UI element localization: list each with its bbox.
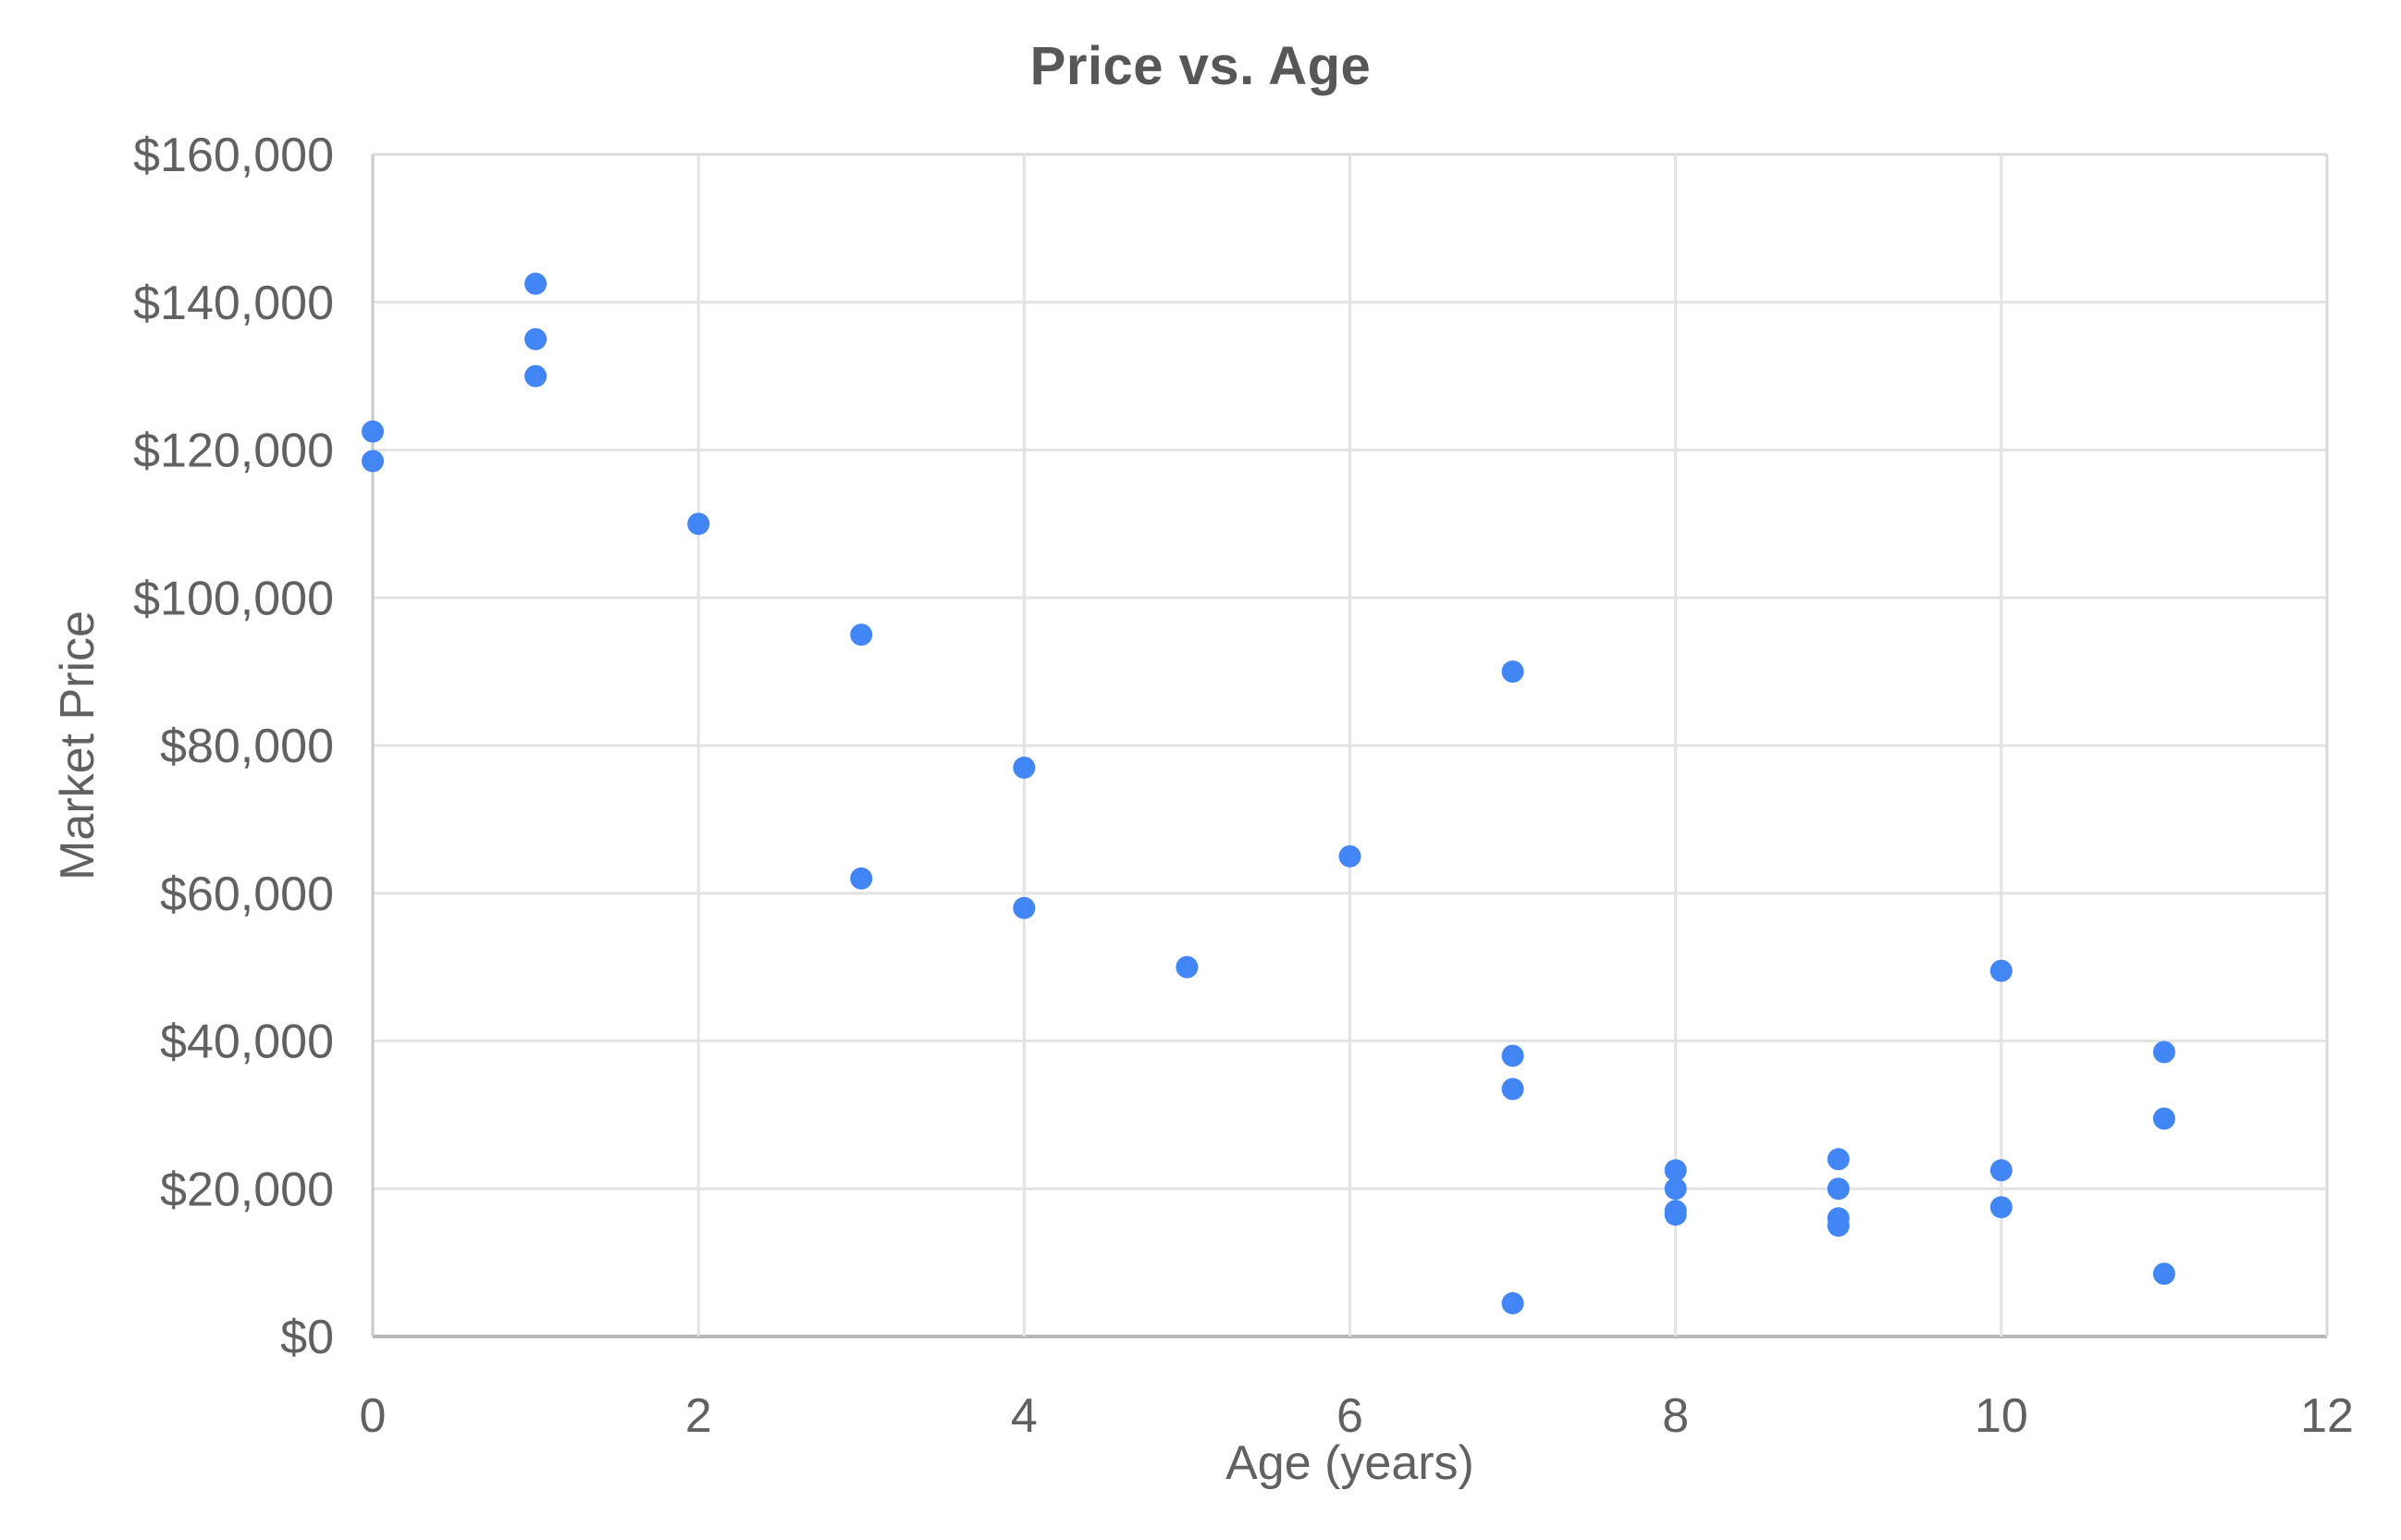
data-point	[1989, 1159, 2013, 1182]
data-point	[1501, 1078, 1524, 1101]
data-point	[1827, 1177, 1850, 1201]
data-point	[524, 272, 548, 295]
x-axis-title: Age (years)	[1225, 1436, 1474, 1490]
y-tick-label: $160,000	[133, 129, 334, 182]
data-point	[850, 867, 873, 890]
data-point	[362, 450, 384, 473]
data-point	[1338, 844, 1361, 868]
data-point	[2152, 1107, 2175, 1130]
data-point	[2152, 1263, 2175, 1286]
data-point	[1013, 756, 1036, 779]
y-tick-label: $40,000	[160, 1016, 334, 1069]
x-tick-label: 10	[1975, 1389, 2028, 1443]
y-tick-label: $20,000	[160, 1163, 334, 1216]
data-point	[1501, 660, 1524, 684]
x-tick-label: 4	[1011, 1389, 1038, 1443]
y-tick-label: $80,000	[160, 720, 334, 773]
chart-title: Price vs. Age	[1029, 36, 1372, 96]
data-point	[1176, 955, 1199, 979]
y-tick-label: $120,000	[133, 425, 334, 478]
data-point	[687, 512, 710, 536]
data-point	[850, 623, 873, 647]
data-point	[2152, 1041, 2175, 1064]
data-point	[362, 420, 384, 443]
y-tick-label: $60,000	[160, 868, 334, 921]
data-point	[1664, 1159, 1687, 1182]
x-tick-label: 6	[1336, 1389, 1363, 1443]
x-tick-label: 12	[2300, 1389, 2354, 1443]
data-point	[1827, 1148, 1850, 1171]
data-point	[1989, 959, 2013, 982]
data-point	[524, 327, 548, 351]
data-point	[1013, 896, 1036, 919]
y-tick-label: $100,000	[133, 572, 334, 625]
x-tick-label: 2	[685, 1389, 712, 1443]
y-tick-label: $0	[280, 1311, 334, 1364]
data-point	[1827, 1214, 1850, 1238]
data-point	[1664, 1177, 1687, 1201]
x-tick-label: 0	[360, 1389, 387, 1443]
x-tick-label: 8	[1662, 1389, 1689, 1443]
data-point	[1989, 1196, 2013, 1219]
y-tick-label: $140,000	[133, 277, 334, 330]
data-point	[524, 364, 548, 388]
data-point	[1501, 1044, 1524, 1067]
data-point	[1501, 1292, 1524, 1315]
data-point	[1664, 1203, 1687, 1226]
